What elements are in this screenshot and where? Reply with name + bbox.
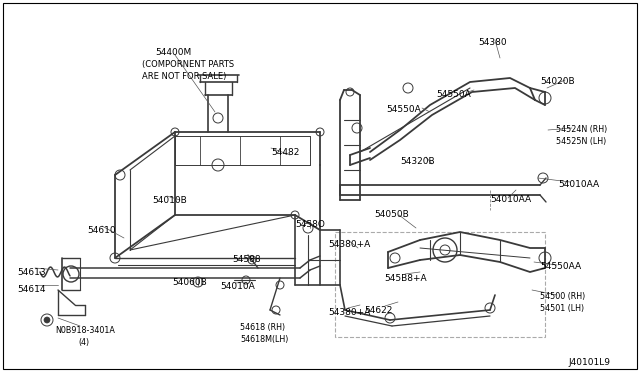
Text: 54380+A: 54380+A [328,240,371,249]
Text: 54010AA: 54010AA [558,180,599,189]
Text: 54500 (RH): 54500 (RH) [540,292,585,301]
Text: 54482: 54482 [271,148,300,157]
Text: (COMPORNENT PARTS: (COMPORNENT PARTS [142,60,234,69]
Text: 54614: 54614 [17,285,45,294]
Text: 54380: 54380 [478,38,507,47]
Text: 54613: 54613 [17,268,45,277]
Text: 54524N (RH): 54524N (RH) [556,125,607,134]
Text: 54550AA: 54550AA [540,262,581,271]
Text: 5458O: 5458O [295,220,325,229]
Text: 54050B: 54050B [374,210,409,219]
Text: 54618 (RH): 54618 (RH) [240,323,285,332]
Text: 54550A: 54550A [436,90,471,99]
Text: 54010A: 54010A [220,282,255,291]
Text: 54010AA: 54010AA [490,195,531,204]
Text: J40101L9: J40101L9 [568,358,610,367]
Text: 54550A: 54550A [386,105,420,114]
Text: 54320B: 54320B [400,157,435,166]
Text: 54400M: 54400M [155,48,191,57]
Text: 54010B: 54010B [152,196,187,205]
Text: 54525N (LH): 54525N (LH) [556,137,606,146]
Text: 54380+A: 54380+A [328,308,371,317]
Text: 54020B: 54020B [540,77,575,86]
Text: 54622: 54622 [364,306,392,315]
Text: 545B8+A: 545B8+A [384,274,427,283]
Text: 54588: 54588 [232,255,260,264]
Text: N0B918-3401A: N0B918-3401A [55,326,115,335]
Text: 54060B: 54060B [172,278,207,287]
Text: (4): (4) [78,338,89,347]
Text: 54610: 54610 [87,226,116,235]
Bar [335,232,545,337]
Circle shape [44,317,50,323]
Text: ARE NOT FOR SALE): ARE NOT FOR SALE) [142,72,227,81]
Text: 54618M(LH): 54618M(LH) [240,335,289,344]
Text: 54501 (LH): 54501 (LH) [540,304,584,313]
